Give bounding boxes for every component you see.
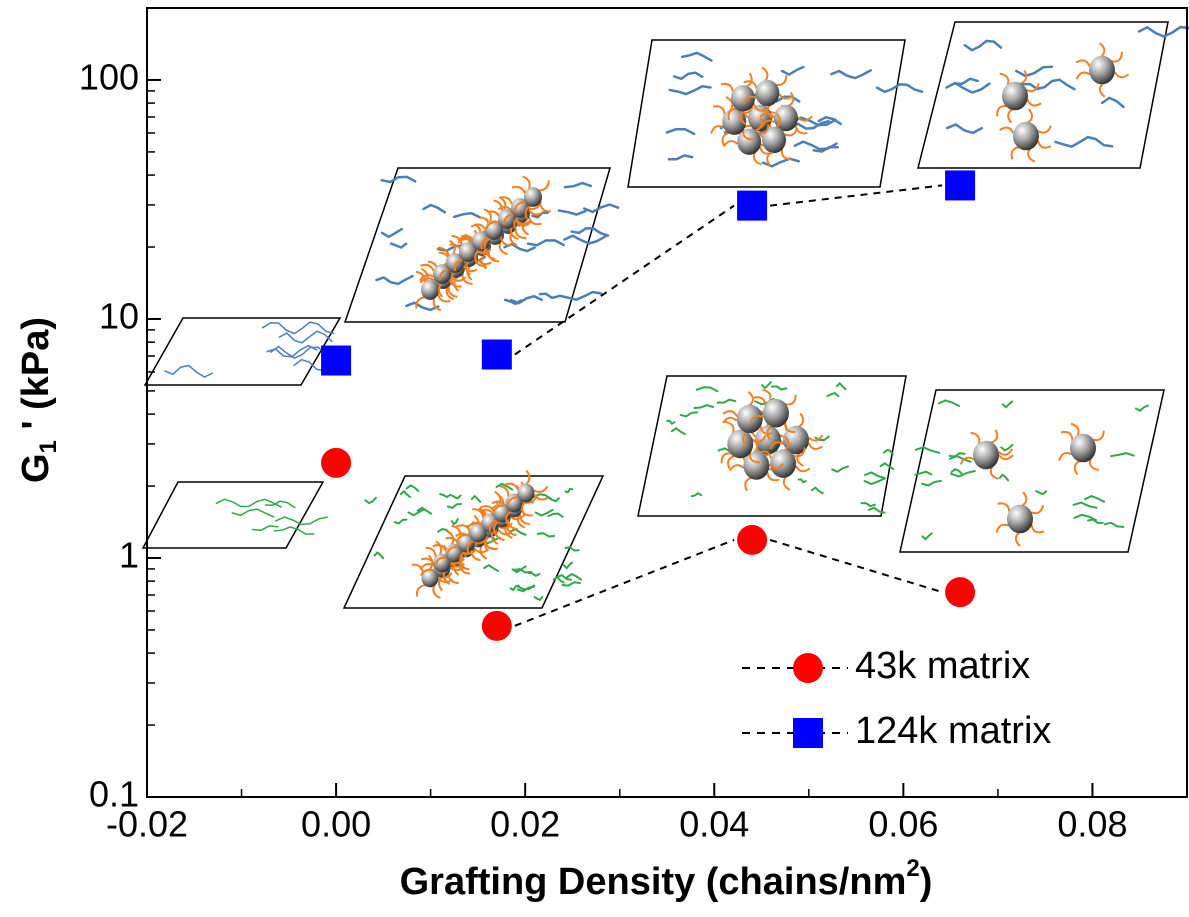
particle [973, 441, 999, 470]
point [321, 346, 351, 376]
schematic-frame [918, 22, 1168, 168]
x-axis-label: Grafting Density (chains/nm2) [400, 855, 933, 903]
x-tick-label: 0.08 [1057, 804, 1127, 845]
x-label-main: Grafting Density (chains/nm [400, 861, 907, 903]
chain [365, 498, 376, 503]
connector [770, 185, 942, 205]
particle [755, 80, 779, 106]
schematic-frame [143, 482, 323, 548]
point [793, 653, 823, 683]
particle [1007, 505, 1033, 534]
point [945, 577, 975, 607]
y-label-main: G [15, 453, 57, 483]
x-label-sup: 2 [906, 855, 919, 882]
y-tick-label: 1 [119, 534, 139, 575]
schematic-frame [145, 318, 340, 385]
y-tick-label: 0.1 [89, 774, 139, 815]
y-label-sub: 1 [35, 440, 62, 453]
point [482, 611, 512, 641]
particle [731, 85, 755, 111]
particle [518, 484, 535, 503]
schematics [143, 22, 1189, 608]
chart: Grafting Density (chains/nm2) G1 ' (kPa)… [0, 0, 1189, 917]
particle [1089, 56, 1115, 85]
point [321, 448, 351, 478]
particle [524, 187, 542, 207]
x-tick-label: 0.02 [490, 804, 560, 845]
particle [727, 430, 753, 459]
chain [564, 563, 572, 569]
x-tick-label: 0.00 [301, 804, 371, 845]
x-label-end: ) [920, 861, 933, 903]
legend-label: 43k matrix [855, 645, 1030, 687]
legend-label: 124k matrix [855, 710, 1051, 752]
point [482, 340, 512, 370]
x-tick-label: 0.06 [868, 804, 938, 845]
point [793, 718, 823, 748]
y-tick-label: 100 [79, 56, 139, 97]
y-label-end: ' (kPa) [15, 317, 57, 440]
x-tick-label: 0.04 [679, 804, 749, 845]
particle [1002, 82, 1028, 111]
point [737, 525, 767, 555]
chain [563, 582, 580, 585]
particle [1070, 434, 1096, 463]
y-tick-label: 10 [99, 295, 139, 336]
particle [737, 405, 763, 434]
particle [1013, 122, 1039, 151]
point [945, 170, 975, 200]
point [737, 191, 767, 221]
y-axis-label: G1 ' (kPa) [15, 317, 62, 483]
particle [763, 399, 789, 428]
